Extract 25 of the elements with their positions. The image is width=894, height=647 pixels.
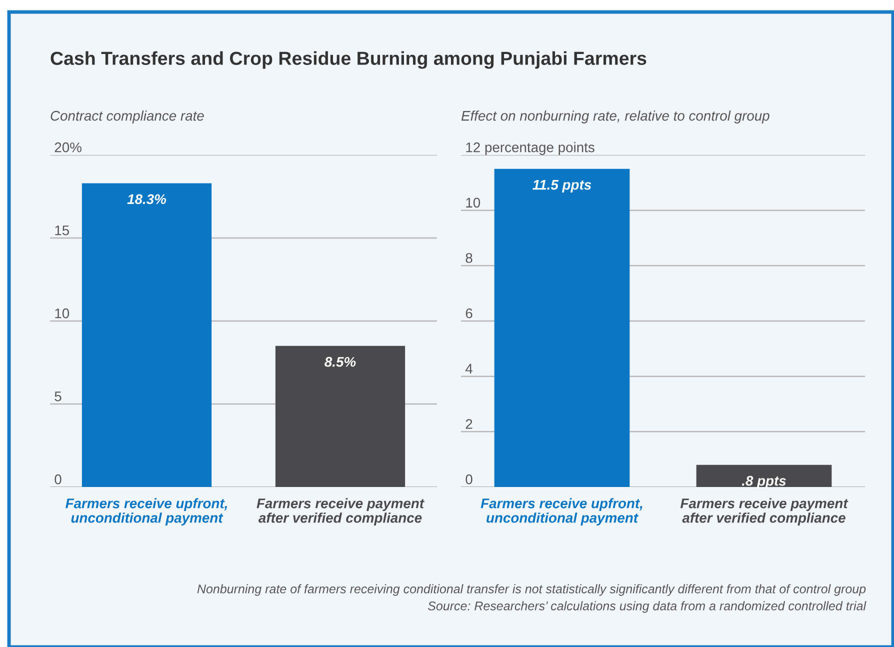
y-axis-title: Contract compliance rate <box>50 110 204 124</box>
data-label: 11.5 ppts <box>532 180 592 192</box>
x-tick-label: Farmers receive payment after verified compliance <box>256 498 424 526</box>
text: Nonburning rate of farmers receiving conditional transfer is not statistically significantly different from that of control group <box>197 584 866 596</box>
y-tick-label: 10 <box>55 308 70 318</box>
x-tick-label: Farmers receive upfront, unconditional payment <box>480 498 642 526</box>
data-label: 8.5% <box>324 356 356 367</box>
y-tick-label: 0 <box>466 474 472 484</box>
y-tick-label: 5 <box>54 392 62 402</box>
y-tick-label: 8 <box>466 253 472 263</box>
chart-title: Cash Transfers and Crop Residue Burning among Punjabi Farmers <box>50 51 646 69</box>
y-tick-label: 15 <box>55 226 70 236</box>
y-tick-label: 20% <box>54 142 82 152</box>
x-tick-label: Farmers receive upfront, unconditional payment <box>66 498 227 526</box>
y-tick-label: 2 <box>466 419 472 429</box>
y-axis-title: Effect on nonburning rate, relative to control group <box>461 110 770 124</box>
data-label: .8 ppts <box>742 476 786 488</box>
x-tick-label: Farmers receive payment after verified compliance <box>680 498 848 526</box>
y-tick-label: 4 <box>465 364 472 374</box>
data-label: 18.3% <box>127 194 166 204</box>
y-tick-label: 6 <box>466 308 472 318</box>
y-tick-label: 12 percentage points <box>466 142 594 155</box>
source-note: Source: Researchers’ calculations using data from a randomized controlled trial <box>428 601 866 613</box>
y-tick-label: 0 <box>54 474 62 484</box>
y-tick-label: 10 <box>466 198 480 208</box>
